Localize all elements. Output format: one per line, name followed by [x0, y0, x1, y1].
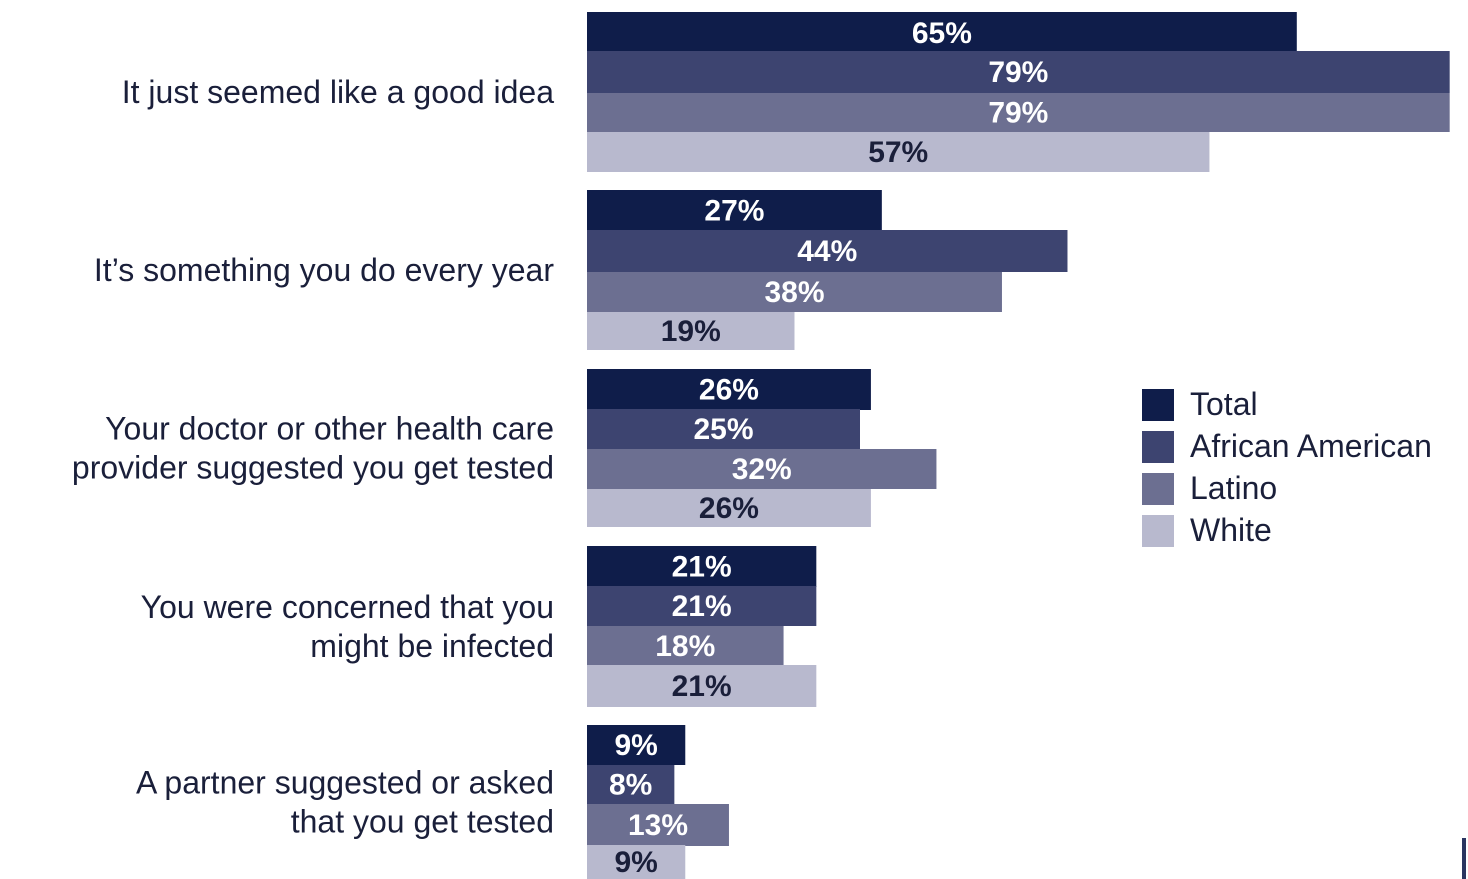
data-label-latino-1: 79%	[988, 97, 1048, 130]
bar-white-1	[587, 132, 1210, 172]
category-label-4-line-1: You were concerned that you	[141, 589, 554, 625]
data-label-african-american-5: 8%	[609, 769, 652, 802]
data-label-latino-4: 18%	[655, 630, 715, 663]
category-label-1: It just seemed like a good idea	[122, 74, 554, 110]
bar-latino-3	[587, 449, 937, 489]
data-label-total-4: 21%	[672, 551, 732, 584]
bar-white-3	[587, 489, 871, 527]
legend-swatch-white	[1142, 515, 1174, 547]
bar-total-5	[587, 725, 686, 765]
bar-total-2	[587, 190, 882, 231]
bar-latino-5	[587, 804, 729, 846]
legend-label-total: Total	[1190, 386, 1258, 422]
bar-african-american-4	[587, 586, 817, 626]
bar-african-american-3	[587, 409, 860, 449]
bar-african-american-5	[587, 765, 675, 804]
bar-total-1	[587, 12, 1297, 54]
bar-latino-2	[587, 272, 1002, 312]
category-label-2: It’s something you do every year	[94, 252, 554, 288]
legend-label-african-american: African American	[1190, 428, 1432, 464]
bar-african-american-1	[587, 51, 1450, 93]
data-label-total-5: 9%	[614, 729, 657, 762]
bar-latino-4	[587, 626, 784, 666]
data-label-white-4: 21%	[672, 670, 732, 703]
data-label-african-american-3: 25%	[693, 413, 753, 446]
category-label-3-line-2: provider suggested you get tested	[72, 450, 554, 486]
data-label-latino-3: 32%	[732, 453, 792, 486]
data-label-african-american-4: 21%	[672, 590, 732, 623]
category-label-4-line-2: might be infected	[310, 628, 554, 664]
data-label-total-2: 27%	[704, 195, 764, 228]
category-labels: It just seemed like a good idea It’s some…	[72, 74, 554, 840]
data-label-total-1: 65%	[912, 17, 972, 50]
data-label-latino-5: 13%	[628, 809, 688, 842]
data-label-total-3: 26%	[699, 374, 759, 407]
legend-swatch-latino	[1142, 473, 1174, 505]
data-label-white-5: 9%	[614, 846, 657, 879]
bars-group: 65% 79% 79% 57% 27% 44% 38% 19% 26% 25% 32% 26% 21% 2…	[587, 12, 1450, 879]
bar-white-2	[587, 312, 795, 350]
data-label-white-3: 26%	[699, 492, 759, 525]
legend-label-latino: Latino	[1190, 470, 1277, 506]
category-label-5-line-2: that you get tested	[291, 804, 554, 840]
legend: Total African American Latino White	[1142, 386, 1432, 548]
data-label-white-1: 57%	[868, 136, 928, 169]
bar-latino-1	[587, 93, 1450, 132]
bar-white-4	[587, 665, 817, 707]
category-label-5-line-1: A partner suggested or asked	[136, 765, 554, 801]
data-label-african-american-1: 79%	[988, 56, 1048, 89]
bar-african-american-2	[587, 230, 1068, 272]
legend-swatch-total	[1142, 389, 1174, 421]
legend-label-white: White	[1190, 512, 1272, 548]
data-label-african-american-2: 44%	[797, 235, 857, 268]
data-label-latino-2: 38%	[764, 276, 824, 309]
bar-total-4	[587, 546, 817, 587]
data-label-white-2: 19%	[661, 315, 721, 348]
legend-swatch-african-american	[1142, 431, 1174, 463]
edge-marker	[1462, 838, 1466, 879]
bar-white-5	[587, 845, 686, 879]
category-label-3-line-1: Your doctor or other health care	[105, 411, 554, 447]
bar-total-3	[587, 369, 871, 410]
